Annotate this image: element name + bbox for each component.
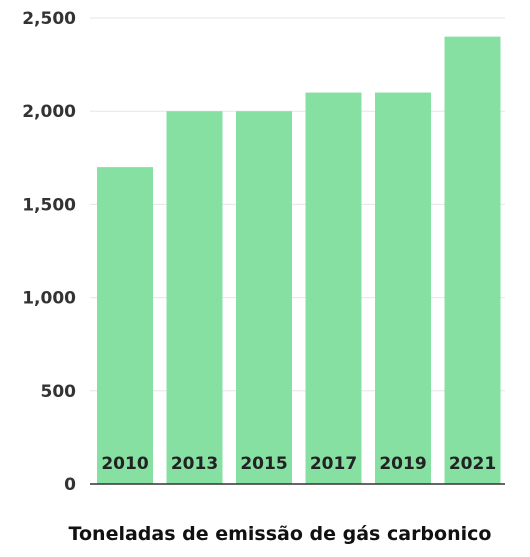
- bar-2013: [166, 111, 223, 484]
- bars: [97, 36, 501, 484]
- category-labels: 2010 2013 2015 2017 2019 2021: [101, 454, 496, 474]
- bar-2017: [305, 92, 362, 484]
- x-axis-title: Toneladas de emissão de gás carbonico: [69, 523, 492, 545]
- gridlines: [90, 17, 505, 392]
- y-tick-label: 0: [64, 475, 76, 495]
- category-label-2017: 2017: [310, 454, 357, 474]
- y-tick-label: 1,500: [22, 195, 76, 215]
- bar-2021: [444, 36, 501, 484]
- y-tick-label: 1,000: [22, 289, 76, 309]
- y-tick-label: 2,000: [22, 102, 76, 122]
- y-tick-label: 2,500: [22, 9, 76, 29]
- category-label-2010: 2010: [101, 454, 148, 474]
- bar-2015: [236, 111, 292, 484]
- category-label-2013: 2013: [171, 454, 218, 474]
- category-label-2019: 2019: [379, 454, 426, 474]
- category-label-2021: 2021: [449, 454, 496, 474]
- bar-2019: [375, 92, 431, 484]
- y-axis-tick-labels: 0 500 1,000 1,500 2,000 2,500: [22, 9, 76, 495]
- y-tick-label: 500: [41, 382, 77, 402]
- bar-2010: [97, 167, 153, 484]
- category-label-2015: 2015: [240, 454, 287, 474]
